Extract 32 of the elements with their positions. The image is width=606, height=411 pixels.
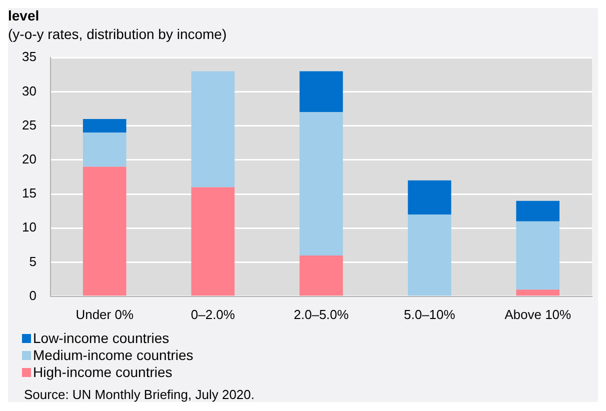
bar: [82, 166, 126, 296]
chart-title: level: [8, 7, 40, 24]
y-tick-label: 10: [22, 220, 36, 235]
chart-subtitle: (y-o-y rates, distribution by income): [8, 26, 227, 42]
bar: [516, 290, 560, 296]
bar: [82, 119, 126, 133]
legend-label: Medium-income countries: [33, 347, 194, 364]
x-tick-label: Under 0%: [76, 306, 134, 322]
bar: [82, 132, 126, 167]
x-tick-label: 5.0–10%: [404, 306, 456, 322]
bar: [516, 221, 560, 290]
y-tick-label: 0: [29, 288, 36, 303]
x-tick-label: 2.0–5.0%: [294, 306, 350, 322]
bar: [191, 187, 235, 296]
bar: [191, 71, 235, 188]
legend-label: High-income countries: [33, 364, 172, 381]
bar: [408, 180, 452, 215]
y-tick-label: 20: [22, 152, 36, 167]
bar: [516, 200, 560, 222]
source-note: Source: UN Monthly Briefing, July 2020.: [23, 387, 256, 402]
y-tick-label: 5: [29, 254, 36, 269]
bar: [300, 71, 343, 112]
x-tick-label: 0–2.0%: [190, 306, 236, 322]
y-tick-label: 15: [22, 186, 36, 201]
x-tick-label: Above 10%: [504, 306, 572, 322]
bar: [408, 214, 452, 296]
bar: [300, 112, 343, 256]
legend-label: Low-income countries: [33, 330, 170, 347]
y-tick-label: 25: [22, 117, 36, 132]
y-tick-label: 30: [22, 83, 36, 98]
y-tick-label: 35: [22, 49, 36, 64]
bar: [300, 255, 343, 296]
